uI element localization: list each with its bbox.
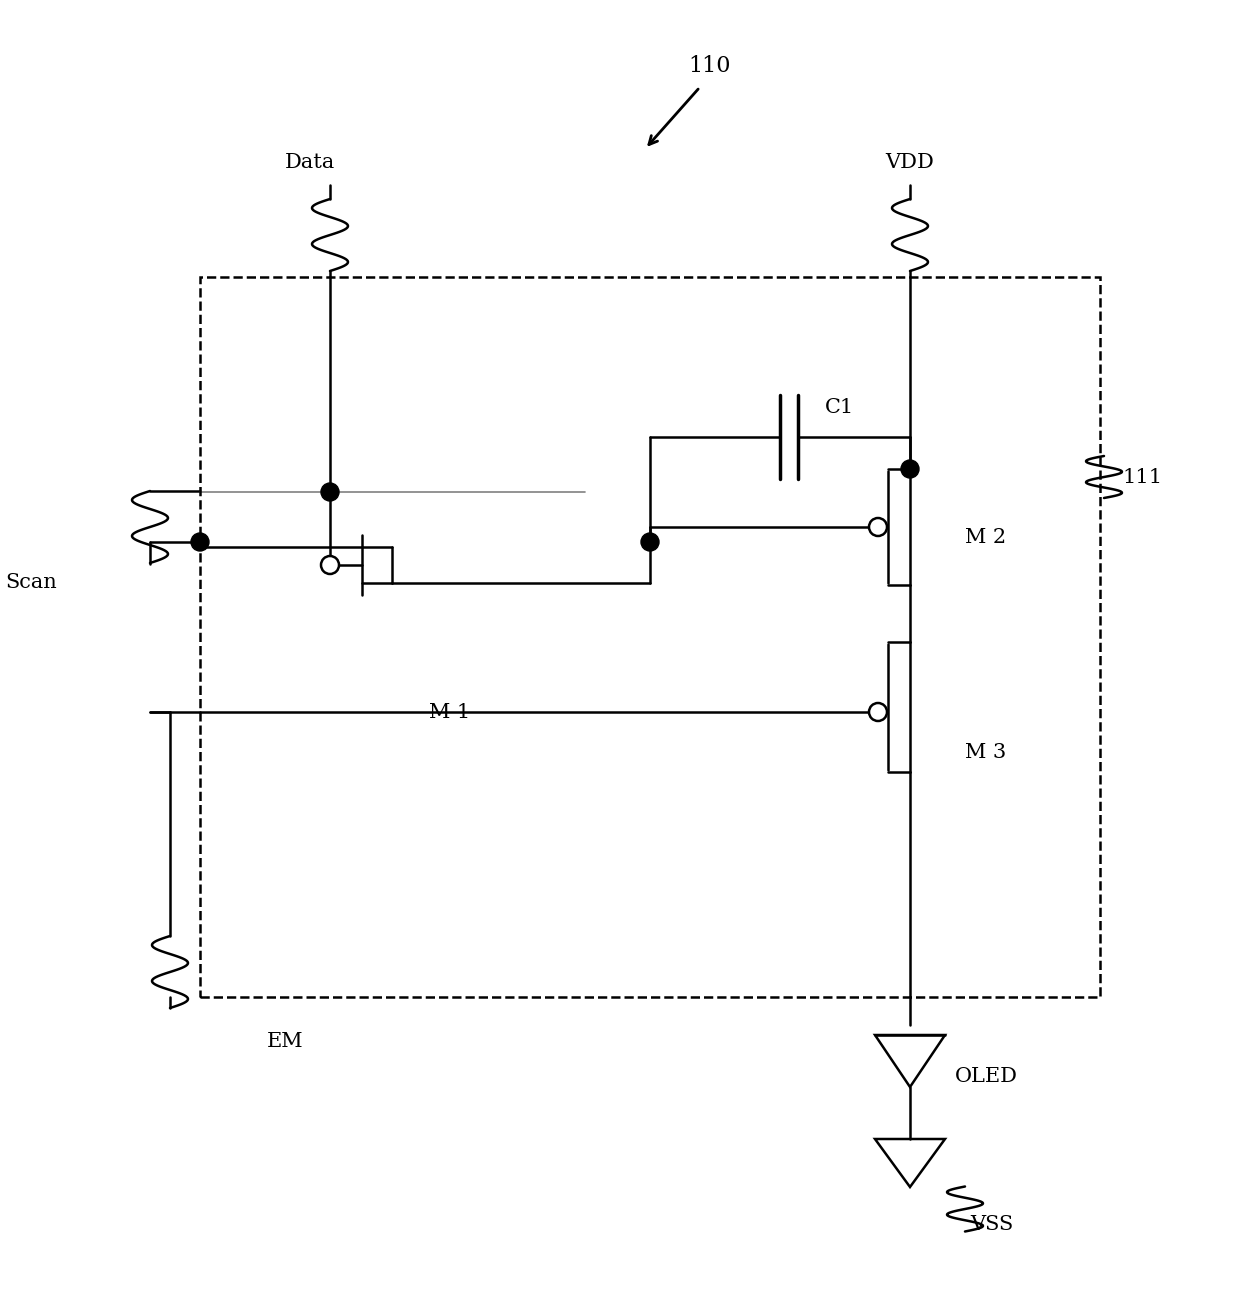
Circle shape <box>321 556 339 575</box>
Bar <box>200 278 1100 997</box>
Text: Data: Data <box>285 153 335 173</box>
Text: C1: C1 <box>825 397 854 416</box>
Text: EM: EM <box>267 1032 304 1051</box>
Circle shape <box>641 533 658 551</box>
Text: OLED: OLED <box>955 1067 1018 1087</box>
Text: Scan: Scan <box>5 572 57 591</box>
Text: 110: 110 <box>688 54 732 77</box>
Text: M 2: M 2 <box>965 528 1006 546</box>
Text: M 1: M 1 <box>429 703 471 721</box>
Circle shape <box>321 482 339 501</box>
Circle shape <box>869 703 887 721</box>
Text: VDD: VDD <box>885 153 935 173</box>
Text: M 3: M 3 <box>965 742 1006 761</box>
Text: VSS: VSS <box>970 1215 1013 1235</box>
Circle shape <box>191 533 210 551</box>
Circle shape <box>869 518 887 536</box>
Text: 111: 111 <box>1122 467 1162 486</box>
Circle shape <box>901 460 919 479</box>
